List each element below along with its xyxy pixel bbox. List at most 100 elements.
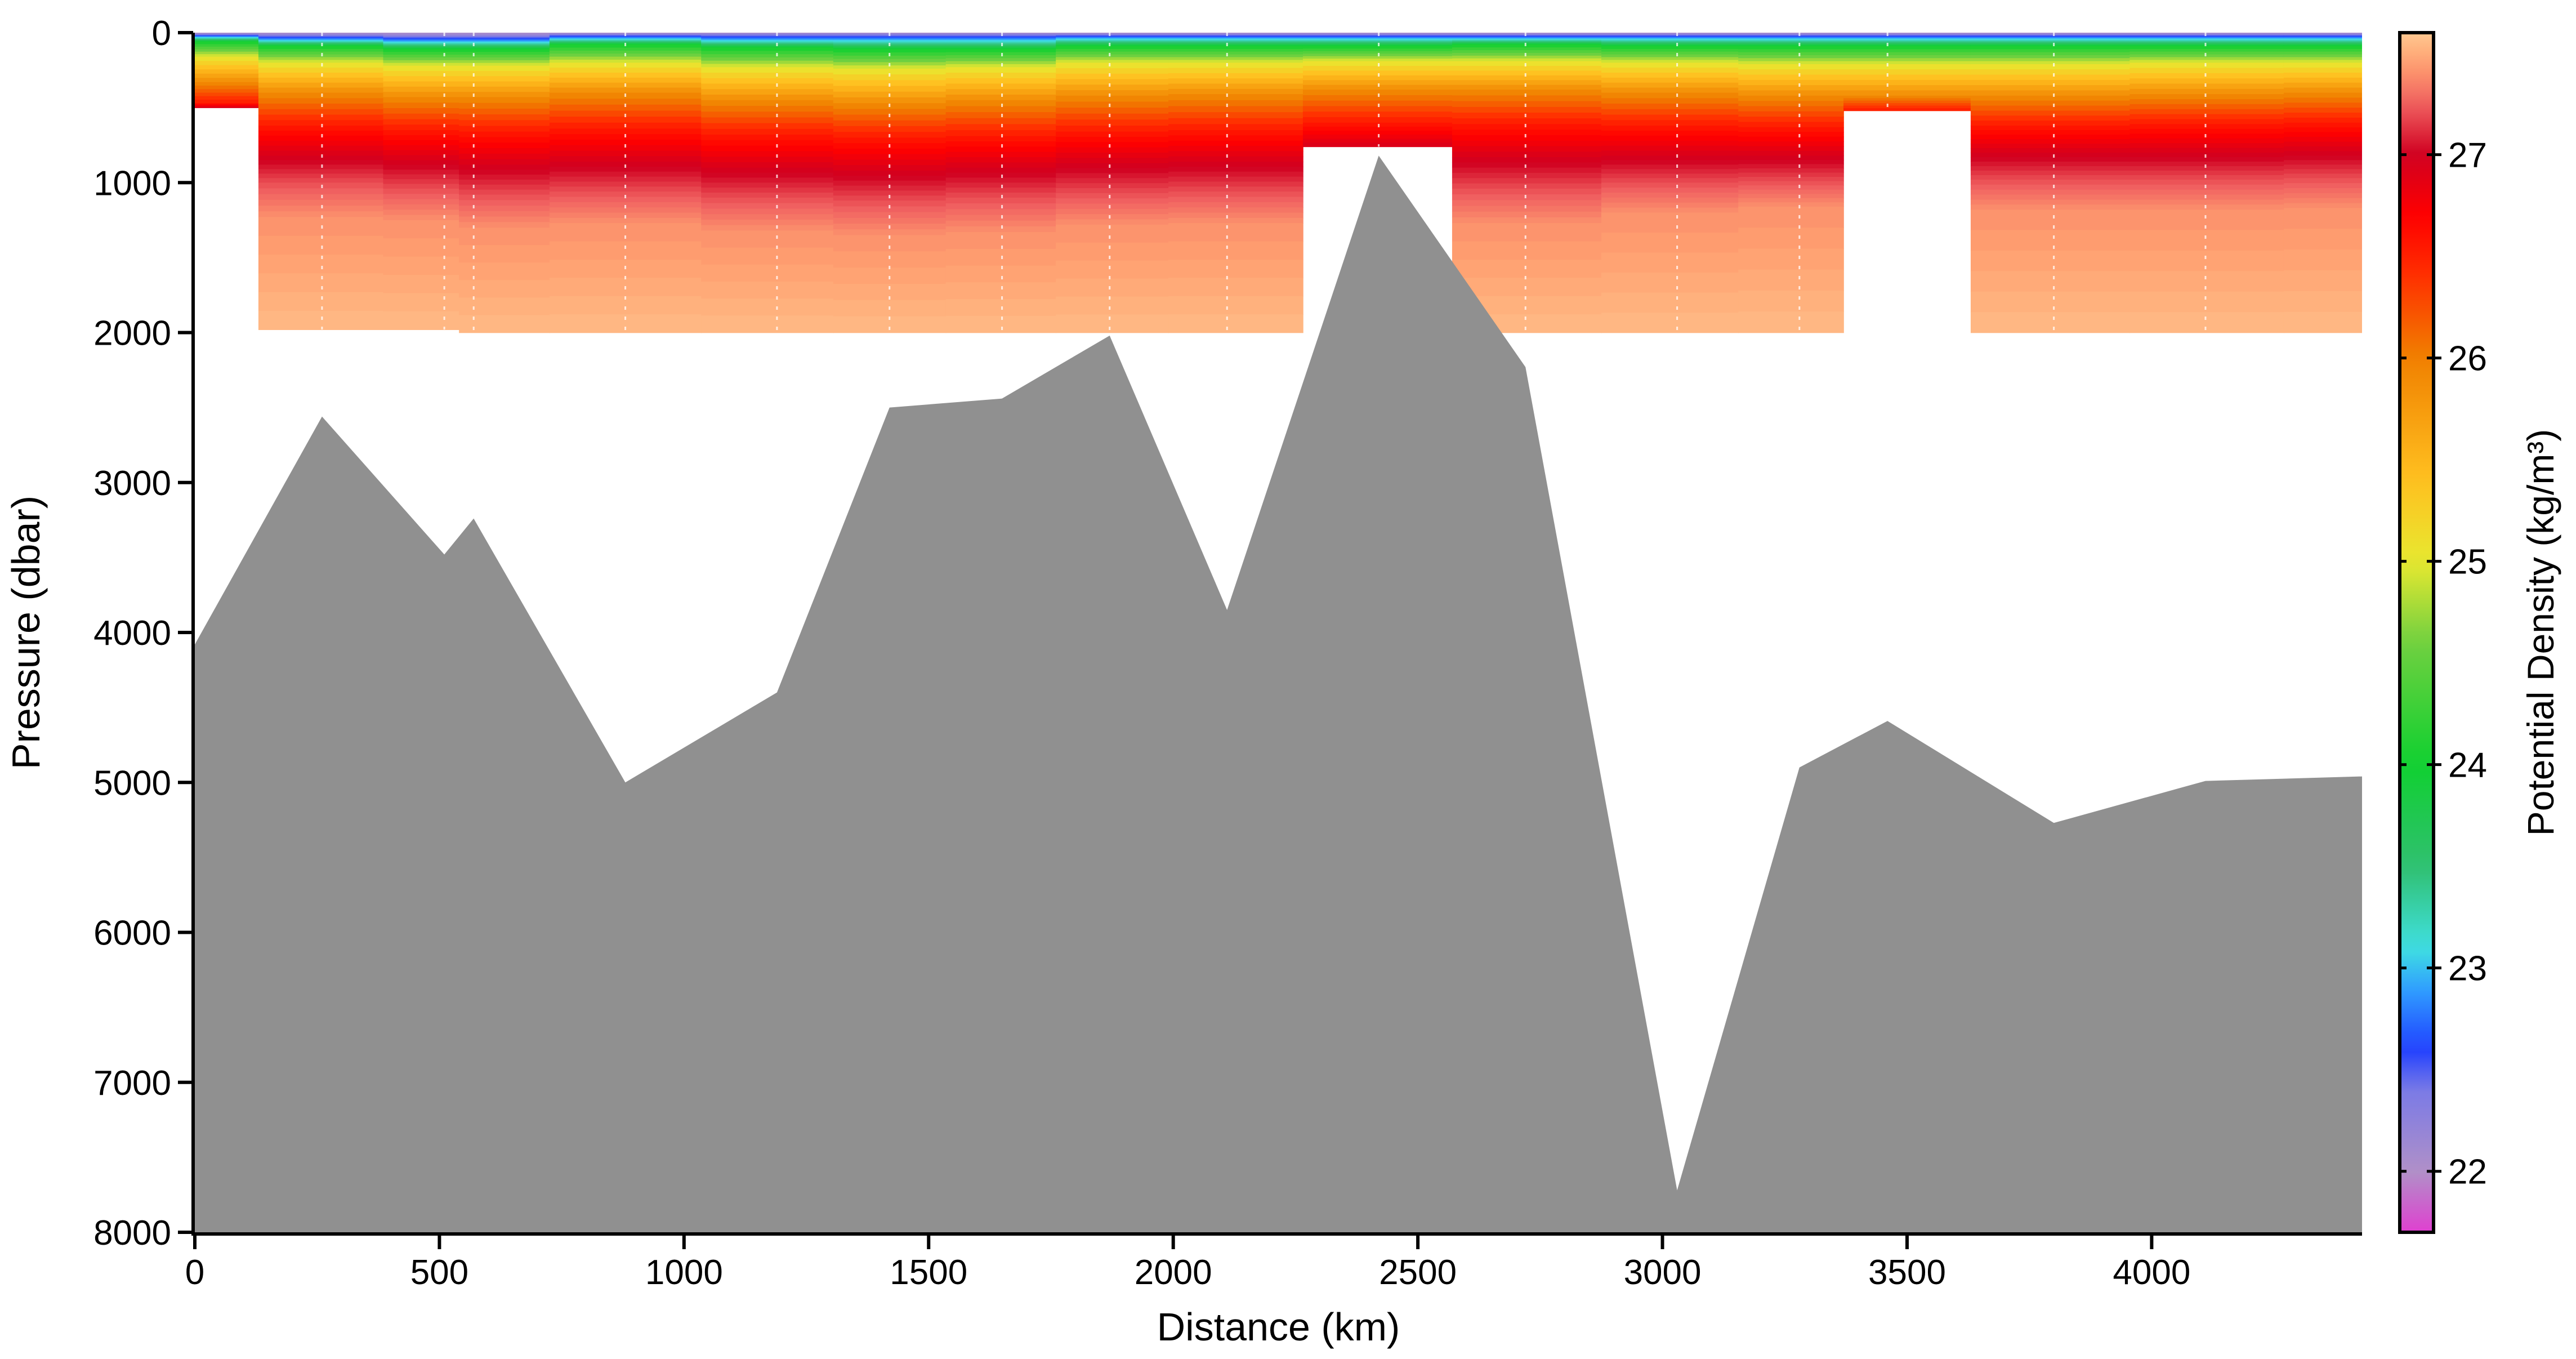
- x-tick: 3000: [1624, 1234, 1702, 1292]
- density-band: [2129, 109, 2284, 115]
- density-band: [701, 34, 834, 36]
- density-band: [1601, 60, 1739, 64]
- density-band: [701, 100, 834, 106]
- density-band: [1168, 35, 1303, 37]
- density-band: [1970, 41, 2131, 43]
- density-band: [258, 92, 384, 99]
- density-band: [383, 57, 459, 61]
- density-band: [1970, 42, 2131, 44]
- density-band: [1738, 269, 1844, 291]
- density-band: [1843, 49, 1971, 53]
- density-band: [1056, 278, 1169, 297]
- density-band: [258, 145, 384, 152]
- density-band: [945, 34, 1056, 36]
- density-band: [383, 140, 459, 146]
- density-band: [1970, 61, 2131, 65]
- density-band: [258, 217, 384, 237]
- density-band: [945, 167, 1056, 173]
- density-band: [2129, 312, 2284, 333]
- density-band: [1056, 131, 1169, 137]
- density-band: [2283, 41, 2362, 43]
- density-band: [945, 182, 1056, 188]
- y-tick-label: 4000: [93, 614, 171, 653]
- density-band: [2283, 77, 2362, 83]
- density-band: [2283, 54, 2362, 58]
- density-band: [383, 210, 459, 216]
- density-band: [1302, 122, 1453, 127]
- density-band: [1738, 132, 1844, 137]
- density-band: [1302, 139, 1453, 144]
- density-band: [1970, 312, 2131, 333]
- density-band: [1601, 130, 1739, 136]
- colorbar-tick-label: 25: [2448, 543, 2487, 582]
- density-band: [1601, 188, 1739, 193]
- density-band: [1970, 250, 2131, 272]
- density-band: [1738, 141, 1844, 147]
- density-band: [2283, 178, 2362, 184]
- density-band: [701, 225, 834, 231]
- density-band: [258, 178, 384, 184]
- density-band: [258, 140, 384, 146]
- density-band: [258, 37, 384, 39]
- density-band: [1970, 90, 2131, 96]
- density-band: [1056, 38, 1169, 41]
- density-band: [1056, 113, 1169, 121]
- density-band: [1738, 52, 1844, 56]
- density-band: [195, 86, 259, 90]
- density-band: [195, 89, 259, 93]
- density-band: [258, 39, 384, 41]
- density-band: [258, 164, 384, 170]
- density-band: [2129, 157, 2284, 162]
- density-band: [1738, 202, 1844, 207]
- density-band: [549, 47, 702, 51]
- density-band: [1302, 39, 1453, 42]
- density-band: [1452, 50, 1602, 54]
- density-band: [1601, 104, 1739, 110]
- density-band: [701, 157, 834, 163]
- density-band: [1738, 61, 1844, 65]
- density-band: [1601, 73, 1739, 78]
- density-band: [1302, 126, 1453, 131]
- density-band: [383, 37, 459, 38]
- density-band: [459, 245, 550, 264]
- density-band: [1738, 43, 1844, 46]
- density-band: [2129, 46, 2284, 50]
- density-band: [383, 150, 459, 156]
- density-band: [1843, 43, 1971, 46]
- density-band: [195, 103, 259, 105]
- density-band: [833, 268, 947, 284]
- density-band: [701, 247, 834, 265]
- density-band: [701, 41, 834, 43]
- density-band: [383, 256, 459, 275]
- density-band: [1302, 112, 1453, 118]
- colorbar-tick-label: 23: [2448, 950, 2487, 988]
- density-band: [945, 43, 1056, 46]
- density-band: [1970, 184, 2131, 190]
- density-band: [1601, 63, 1739, 68]
- density-band: [701, 140, 834, 146]
- density-band: [1970, 126, 2131, 131]
- density-band: [459, 315, 550, 333]
- density-band: [1601, 98, 1739, 104]
- density-band: [1056, 168, 1169, 174]
- section-column: [1452, 33, 1602, 333]
- density-band: [701, 298, 834, 317]
- density-band: [945, 61, 1056, 65]
- density-band: [1970, 170, 2131, 176]
- density-band: [195, 41, 259, 45]
- density-band: [459, 57, 550, 61]
- density-band: [1302, 66, 1453, 72]
- density-band: [701, 83, 834, 90]
- density-band: [945, 157, 1056, 163]
- density-band: [1168, 241, 1303, 260]
- density-band: [195, 38, 259, 40]
- density-band: [383, 60, 459, 64]
- density-band: [195, 56, 259, 61]
- density-band: [195, 37, 259, 39]
- density-band: [258, 114, 384, 121]
- density-band: [459, 200, 550, 206]
- density-band: [2283, 151, 2362, 157]
- density-band: [2129, 230, 2284, 251]
- density-band: [1452, 124, 1602, 130]
- density-band: [549, 166, 702, 172]
